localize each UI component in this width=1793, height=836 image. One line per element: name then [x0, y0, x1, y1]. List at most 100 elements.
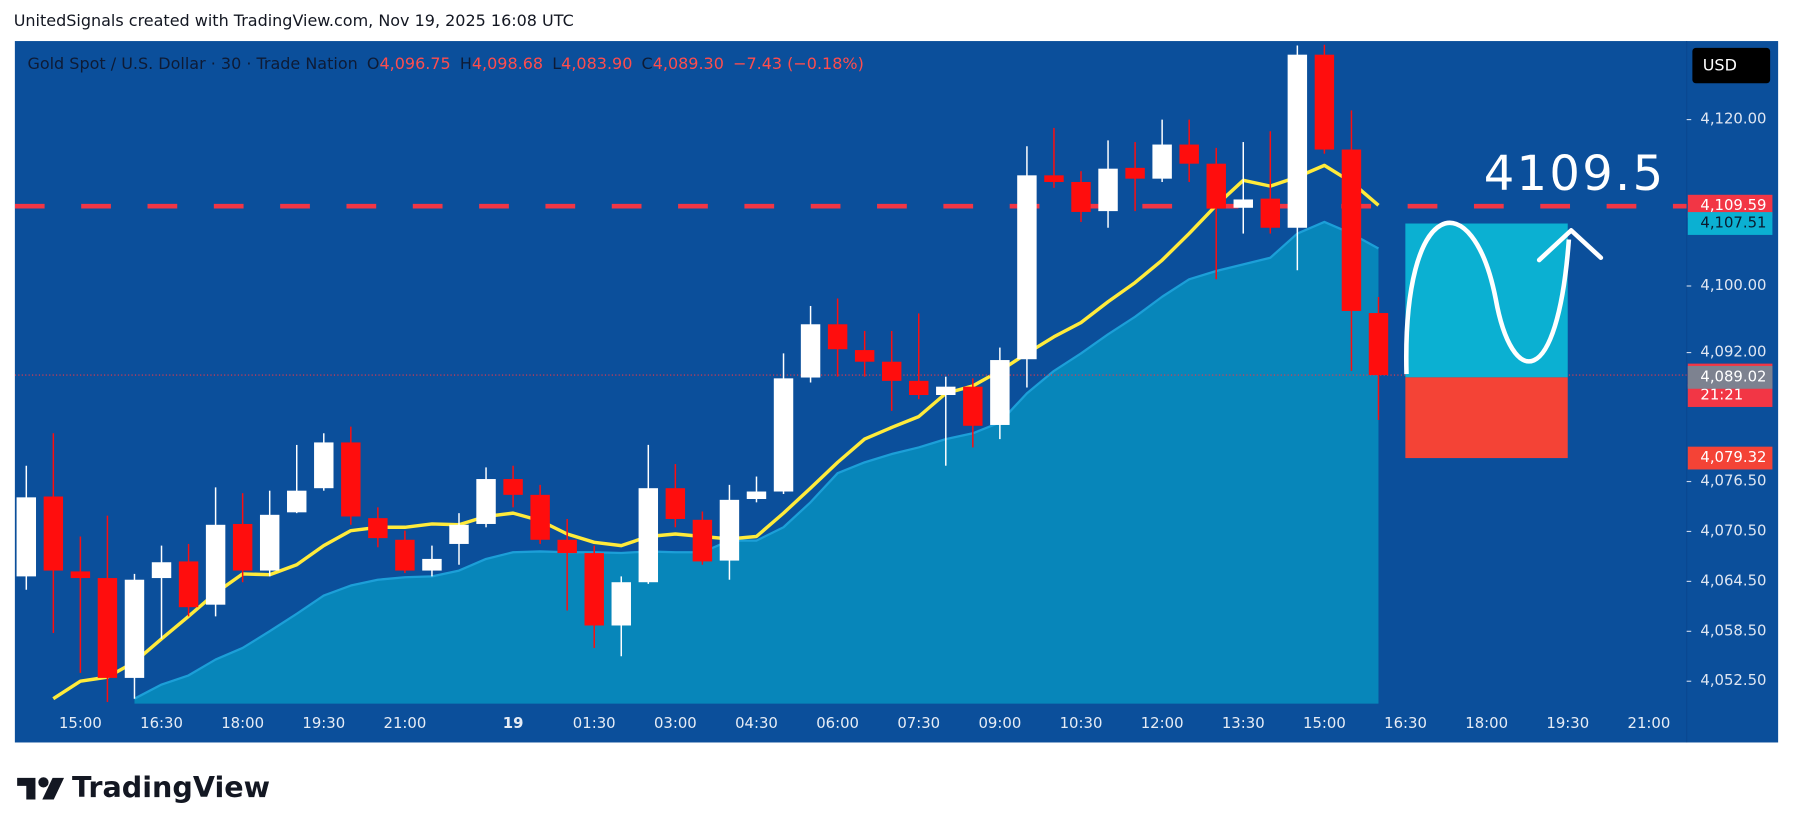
x-tick-label: 19:30 [1546, 715, 1589, 732]
candle-body [963, 386, 983, 426]
x-tick-label: 19:30 [302, 715, 345, 732]
legend-value: 4,089.30 [653, 53, 724, 72]
ma-line [133, 220, 1380, 700]
x-tick-label: 13:30 [1222, 715, 1265, 732]
candle-body [287, 490, 307, 513]
candle-body [584, 553, 604, 626]
candle-body [476, 479, 496, 524]
candle-body [368, 518, 388, 539]
x-tick-label: 16:30 [140, 715, 183, 732]
x-tick-label: 10:30 [1060, 715, 1103, 732]
candle-body [827, 324, 848, 350]
projection-curve [1404, 220, 1572, 375]
candle-body [746, 491, 767, 500]
legend-title: Gold Spot / U.S. Dollar · 30 · Trade Nat… [27, 53, 357, 72]
brand-name: TradingView [72, 770, 270, 804]
y-tick-label: 4,052.50 [1700, 672, 1766, 689]
stop-label: 4,079.32 [1700, 449, 1766, 466]
candle-body [665, 488, 686, 519]
candle-body [800, 324, 821, 378]
candle-body [854, 350, 875, 362]
candle-body [1233, 199, 1253, 208]
candle-body [449, 524, 469, 544]
currency-label[interactable]: USD [1703, 56, 1737, 75]
legend-key: L [552, 53, 561, 72]
target-label-bg [1687, 212, 1773, 235]
x-tick-label: 18:00 [221, 715, 264, 732]
candle-body [503, 479, 523, 495]
entry-label: 4,089.02 [1700, 368, 1766, 385]
logo-dot [38, 777, 49, 788]
candle-body [719, 499, 740, 561]
legend-key: H [460, 53, 472, 72]
logo-mark [17, 777, 36, 800]
x-tick-label: 21:00 [1628, 715, 1671, 732]
legend-key: C [642, 53, 653, 72]
candle-body [178, 561, 199, 608]
x-tick-label: 18:00 [1465, 715, 1508, 732]
axes: 4,120.00 4,100.00 4,092.00 4,076.50 4,070.50… [59, 111, 1773, 732]
legend: Gold Spot / U.S. Dollar · 30 · Trade Nat… [27, 53, 863, 72]
candle-body [1179, 144, 1199, 164]
candle-body [1368, 313, 1389, 376]
candle-body [232, 523, 253, 571]
candle-body [124, 579, 145, 678]
candle-body [773, 378, 794, 492]
y-tick-label: 4,120.00 [1700, 111, 1766, 128]
x-tick-label: 03:00 [654, 715, 697, 732]
loss-zone [1405, 377, 1568, 459]
y-tick-label: 4,058.50 [1700, 622, 1766, 639]
candle-body [259, 514, 280, 571]
candle-body [70, 571, 91, 579]
header-text: UnitedSignals created with TradingView.c… [14, 11, 574, 30]
candle-body [881, 361, 902, 381]
candle-body [936, 386, 956, 395]
x-tick-label: 04:30 [735, 715, 778, 732]
candle-body [1287, 54, 1308, 228]
candle-body [205, 524, 226, 605]
projection-arrow [1536, 228, 1604, 263]
candle-body [151, 562, 172, 579]
legend-change: −7.43 (−0.18%) [733, 53, 864, 72]
x-tick-label: 15:00 [1303, 715, 1346, 732]
candle-body [97, 578, 118, 678]
legend-value: 4,083.90 [561, 53, 632, 72]
y-tick-label: 4,100.00 [1700, 277, 1766, 294]
x-tick-label: 06:00 [816, 715, 859, 732]
candle-body [1314, 54, 1335, 150]
x-tick-label: 16:30 [1384, 715, 1427, 732]
candle-body [16, 497, 37, 577]
legend-value: 4,096.75 [379, 53, 450, 72]
brand-logo [17, 777, 65, 800]
x-tick-label: 01:30 [573, 715, 616, 732]
candle-body [395, 539, 415, 571]
candle-body [1206, 163, 1226, 209]
logo-slash [42, 777, 65, 800]
candle-body [1098, 168, 1118, 212]
level-label-bg [1687, 194, 1773, 218]
candle-body [1341, 149, 1362, 311]
y-tick-label: 4,092.00 [1700, 344, 1766, 361]
legend-value: 4,098.68 [472, 53, 543, 72]
x-tick-label: 21:00 [384, 715, 427, 732]
candle-body [43, 496, 64, 571]
candle-body [909, 380, 929, 395]
x-tick-label: 19 [503, 715, 524, 732]
ma-line [52, 163, 1380, 701]
candle-body [1260, 198, 1281, 228]
candle-body [314, 442, 334, 489]
stop-label-bg [1687, 446, 1773, 470]
candle-body [530, 494, 550, 540]
legend-key: O [367, 53, 380, 72]
y-tick-label: 4,076.50 [1700, 473, 1766, 490]
currency-button[interactable] [1692, 47, 1771, 84]
candle-body [557, 539, 577, 554]
candle-body [638, 488, 659, 583]
countdown-bg [1687, 384, 1773, 407]
candle-body [1071, 181, 1091, 212]
candle-body [990, 360, 1010, 425]
candle-body [1152, 144, 1172, 179]
